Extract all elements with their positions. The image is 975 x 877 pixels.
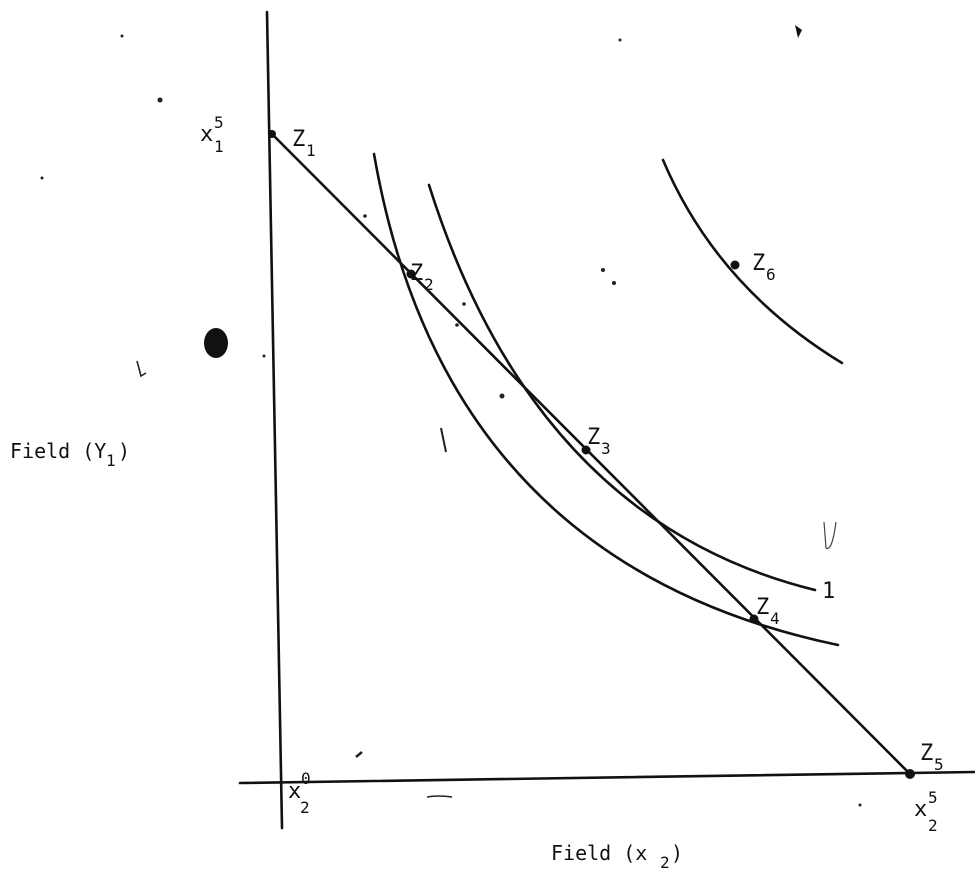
svg-text:1: 1 bbox=[306, 141, 316, 160]
point-z3-marker bbox=[581, 445, 591, 455]
svg-text:x: x bbox=[200, 122, 213, 147]
speck-stroke bbox=[136, 360, 147, 378]
point-z5-label: Z 5 bbox=[920, 741, 944, 774]
speck bbox=[612, 281, 616, 285]
speck bbox=[858, 803, 862, 807]
budget-line bbox=[270, 132, 912, 776]
svg-text:5: 5 bbox=[928, 788, 938, 807]
point-z2-marker bbox=[406, 269, 416, 279]
svg-text:Z: Z bbox=[752, 251, 765, 276]
speck-stroke bbox=[440, 427, 447, 453]
speck bbox=[262, 354, 266, 358]
speck bbox=[363, 214, 367, 218]
speck bbox=[120, 34, 124, 38]
svg-text:2: 2 bbox=[300, 798, 310, 817]
svg-text:Z: Z bbox=[292, 127, 305, 152]
point-z1-label: Z 1 bbox=[292, 127, 316, 160]
speck bbox=[499, 393, 505, 399]
svg-text:1: 1 bbox=[106, 451, 116, 470]
scan-specks bbox=[40, 25, 862, 807]
svg-text:6: 6 bbox=[766, 265, 776, 284]
point-z4-label: Z 4 bbox=[756, 595, 780, 628]
speck bbox=[40, 176, 44, 180]
svg-text:5: 5 bbox=[214, 113, 224, 132]
ink-mark-top bbox=[795, 25, 802, 38]
svg-text:Z: Z bbox=[587, 425, 600, 450]
y-intercept-label: x 5 1 bbox=[200, 113, 224, 156]
x-axis-title: Field (x 2 ) bbox=[551, 841, 683, 872]
svg-text:4: 4 bbox=[770, 609, 780, 628]
svg-text:x: x bbox=[288, 779, 301, 804]
svg-text:2: 2 bbox=[424, 275, 434, 294]
point-z5-marker bbox=[905, 769, 915, 779]
upper-indifference-curve bbox=[661, 158, 844, 365]
svg-text:Z: Z bbox=[756, 595, 769, 620]
speck bbox=[618, 38, 622, 42]
svg-text:3: 3 bbox=[601, 439, 611, 458]
point-z3-label: Z 3 bbox=[587, 425, 611, 458]
speck bbox=[157, 97, 163, 103]
svg-text:Field (x: Field (x bbox=[551, 841, 647, 865]
lower-indifference-curve bbox=[372, 152, 840, 647]
speck-stroke bbox=[426, 795, 453, 798]
y-axis bbox=[265, 10, 284, 830]
point-z1-marker bbox=[268, 130, 276, 138]
point-z6-label: Z 6 bbox=[752, 251, 776, 284]
tangent-indifference-curve bbox=[427, 183, 817, 592]
point-z2-label: Z 2 bbox=[410, 261, 434, 294]
svg-text:Z: Z bbox=[920, 741, 933, 766]
svg-text:2: 2 bbox=[928, 816, 938, 835]
svg-text:1: 1 bbox=[214, 137, 224, 156]
x-axis bbox=[238, 770, 975, 785]
svg-text:Z: Z bbox=[410, 261, 423, 286]
svg-text:Field (Y: Field (Y bbox=[10, 439, 106, 463]
speck bbox=[455, 323, 459, 327]
svg-text:): ) bbox=[118, 439, 130, 463]
ink-blot bbox=[204, 328, 228, 358]
svg-text:x: x bbox=[914, 797, 927, 822]
point-z4-marker bbox=[749, 614, 759, 624]
speck bbox=[462, 302, 466, 306]
speck bbox=[601, 268, 605, 272]
y-axis-title: Field (Y 1 ) bbox=[10, 439, 130, 470]
svg-text:0: 0 bbox=[301, 769, 311, 788]
curve-label: 1 bbox=[822, 579, 835, 604]
svg-text:5: 5 bbox=[934, 755, 944, 774]
x-intercept-label: x 5 2 bbox=[914, 788, 938, 835]
svg-text:): ) bbox=[671, 841, 683, 865]
svg-text:2: 2 bbox=[660, 853, 670, 872]
speck-stroke bbox=[355, 751, 363, 758]
origin-label: x 0 2 bbox=[288, 769, 311, 817]
speck-stroke bbox=[823, 521, 837, 550]
point-z6-marker bbox=[730, 260, 740, 270]
